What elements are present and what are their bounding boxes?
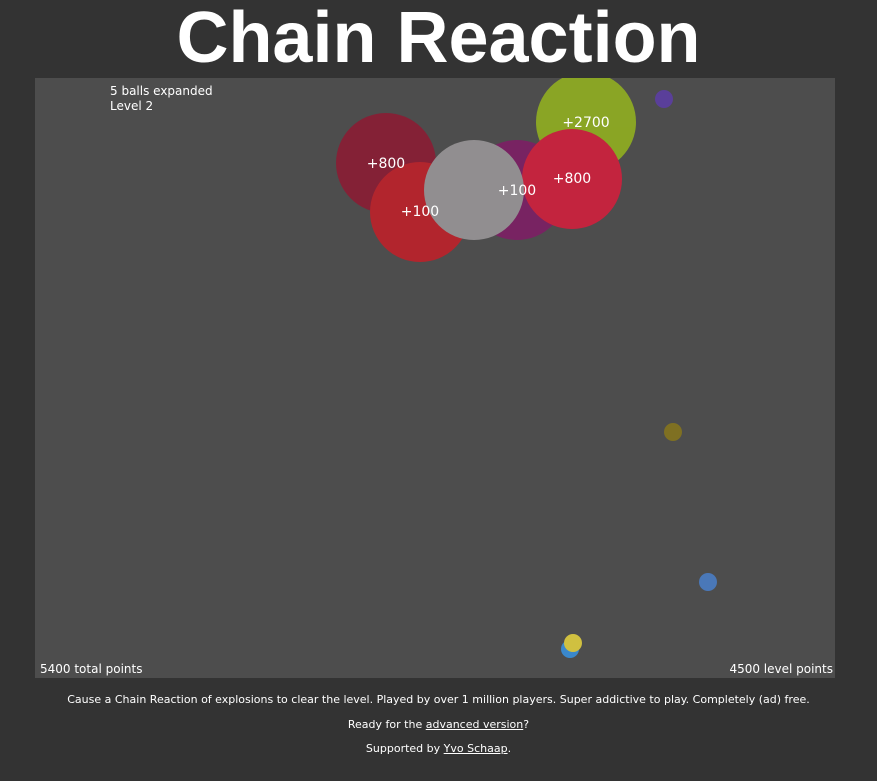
level-points: 4500 level points [729,662,833,676]
level: Level 2 [110,99,154,113]
author-link[interactable]: Yvo Schaap [443,742,508,755]
game-title: Chain Reaction [176,0,701,78]
status: 5 balls expanded Level 2 [110,84,213,114]
text: Ready for the [347,718,426,731]
text: ? [523,718,530,731]
score-label: +800 [367,156,405,172]
ball [664,423,682,441]
text: Supported by [365,742,444,755]
score-label: +800 [553,171,591,187]
ball [564,634,582,652]
score-label: +100 [498,183,536,199]
support-line: Supported by Yvo Schaap. [0,742,877,755]
ball [655,90,673,108]
description: Cause a Chain Reaction of explosions to … [67,693,810,706]
score-label: +2700 [562,115,609,131]
explosion [522,129,622,229]
ball [699,573,717,591]
game-area[interactable]: +800 +100 +100 +800 +2700 5 balls expand… [35,78,835,678]
game-field[interactable]: +800 +100 +100 +800 +2700 [35,78,835,678]
advanced-line: Ready for the advanced version? [0,718,877,731]
explosion [424,140,524,240]
balls-expanded: 5 balls expanded [110,84,213,98]
text: . [507,742,512,755]
score-label: +100 [401,204,439,220]
advanced-link[interactable]: advanced version [425,718,524,731]
total-points: 5400 total points [40,662,143,676]
